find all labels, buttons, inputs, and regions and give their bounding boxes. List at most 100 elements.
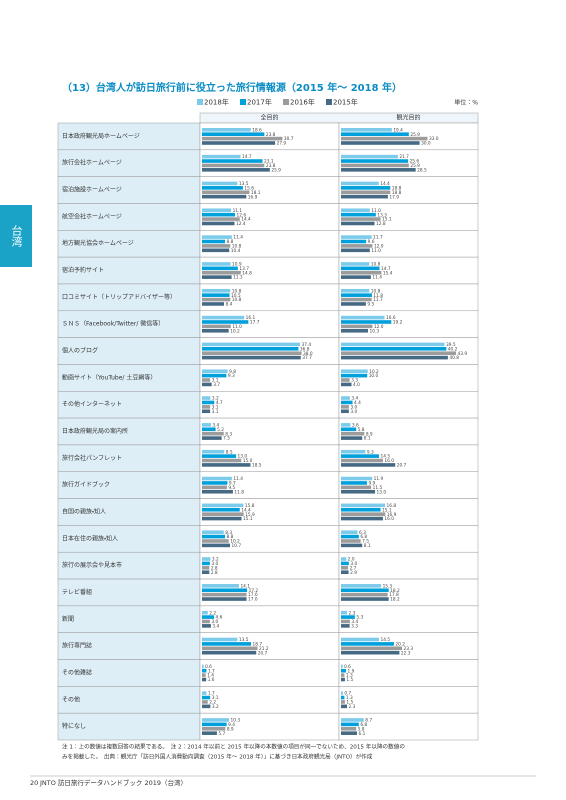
data-cell [338, 525, 479, 553]
bar [202, 481, 228, 485]
panel-title: 観光目的 [396, 114, 420, 122]
data-cell [338, 256, 479, 285]
value-label: 10.2 [230, 328, 240, 334]
value-label: 1.6 [208, 677, 215, 683]
category-cell [57, 122, 201, 151]
value-label: 9.5 [367, 302, 374, 308]
legend-swatch [283, 99, 289, 105]
bar [202, 355, 301, 360]
bar [202, 266, 238, 271]
bar [341, 128, 392, 132]
value-label: 0.6 [344, 664, 351, 670]
value-label: 18.1 [251, 190, 261, 196]
value-label: 0.6 [205, 664, 212, 670]
bar [202, 248, 230, 253]
value-label: 25.9 [271, 167, 281, 173]
value-label: 20.7 [258, 650, 268, 656]
bar [341, 619, 350, 624]
value-label: 3.6 [352, 422, 359, 428]
value-label: 16.0 [384, 458, 394, 464]
bar [202, 512, 244, 516]
legend-swatch [240, 99, 246, 105]
value-label: 14.5 [380, 454, 390, 460]
bar [341, 221, 375, 226]
bar [202, 566, 210, 570]
bar [202, 342, 300, 347]
bar [341, 557, 347, 561]
value-label: 6.8 [360, 534, 367, 540]
bar [341, 181, 379, 186]
value-label: 5.8 [358, 726, 365, 732]
bar [202, 431, 224, 436]
value-label: 8.1 [364, 543, 371, 549]
bar [341, 154, 398, 159]
bar [341, 168, 416, 172]
bar [202, 489, 233, 494]
value-label: 3.2 [212, 704, 219, 710]
bar [341, 409, 349, 414]
value-label: 10.8 [371, 262, 381, 268]
bar [341, 664, 343, 669]
value-label: 10.4 [231, 248, 241, 254]
bar [202, 132, 265, 136]
value-label: 16.9 [248, 194, 258, 200]
bar [202, 624, 211, 628]
bar [202, 288, 231, 293]
bar [341, 141, 420, 145]
bar [341, 288, 370, 293]
value-label: 17.0 [248, 597, 258, 603]
value-label: 28.5 [417, 167, 427, 173]
bar [202, 373, 227, 378]
value-label: 2.7 [350, 565, 357, 571]
value-label: 10.8 [232, 288, 242, 294]
value-label: 25.9 [410, 163, 420, 169]
value-label: 12.6 [237, 212, 247, 218]
bar [341, 646, 403, 651]
bar [341, 212, 376, 217]
bar [202, 610, 208, 615]
value-label: 2.9 [350, 570, 357, 576]
bar [202, 642, 251, 646]
bar [341, 297, 372, 302]
bar [202, 650, 257, 655]
value-label: 8.8 [227, 534, 234, 540]
bar [202, 691, 207, 695]
data-cell [338, 578, 479, 607]
bar [341, 704, 348, 709]
value-label: 11.5 [373, 485, 383, 491]
value-label: 8.3 [225, 431, 232, 437]
data-cell [338, 391, 479, 419]
bar [202, 449, 225, 454]
bar [202, 534, 226, 539]
data-cell [338, 498, 479, 526]
bar [202, 315, 245, 320]
bar [341, 458, 383, 463]
value-label: 3.4 [212, 422, 219, 428]
data-cell [338, 310, 479, 338]
value-label: 10.8 [371, 288, 381, 294]
category-cell [57, 417, 201, 446]
value-label: 30.0 [421, 141, 431, 147]
bar [341, 262, 370, 266]
value-label: 2.3 [349, 610, 356, 616]
bar [341, 539, 361, 543]
bar [202, 136, 283, 141]
bar [202, 217, 240, 221]
value-label: 7.5 [362, 539, 369, 545]
bar [202, 159, 263, 163]
bar [341, 512, 386, 516]
value-label: 18.8 [392, 185, 402, 191]
bar [341, 584, 382, 588]
bar [202, 212, 236, 217]
value-label: 23.8 [266, 132, 276, 138]
value-label: 15.0 [243, 458, 253, 464]
value-label: 10.2 [369, 369, 379, 375]
value-label: 3.1 [212, 404, 219, 410]
bar [341, 244, 373, 248]
data-cell [199, 551, 340, 580]
bar [202, 409, 211, 414]
bar [341, 566, 349, 570]
bar [202, 592, 247, 597]
value-label: 16.1 [246, 315, 256, 321]
